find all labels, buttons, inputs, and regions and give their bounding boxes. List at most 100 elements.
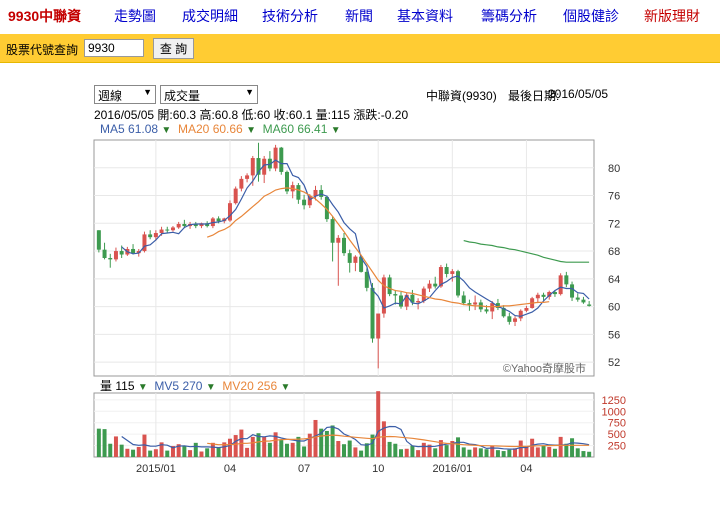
- volume-tick-label: 250: [608, 441, 626, 453]
- volume-bar: [490, 445, 495, 457]
- search-bar: 股票代號查詢: [0, 34, 720, 62]
- candle-body: [581, 299, 586, 303]
- down-triangle-icon: ▼: [246, 125, 256, 136]
- volume-bar: [284, 443, 289, 457]
- candle-body: [273, 147, 278, 169]
- change-value: -0.20: [380, 108, 409, 122]
- candle-body: [262, 158, 267, 175]
- nav-trend[interactable]: 走勢圖: [114, 8, 156, 24]
- candle-body: [279, 147, 284, 172]
- volume-bar: [302, 446, 307, 457]
- candle-body: [216, 218, 221, 222]
- volume-bar: [456, 437, 461, 457]
- nav-basic-info[interactable]: 基本資料: [397, 8, 453, 24]
- nav-stock-diagnosis[interactable]: 個股健診: [563, 8, 619, 24]
- down-triangle-icon: ▼: [161, 125, 172, 136]
- candle-body: [444, 267, 449, 274]
- ma20-line: [206, 187, 550, 308]
- low-value: 60: [256, 108, 271, 122]
- volume-bar: [102, 429, 107, 457]
- candle-body: [359, 256, 364, 272]
- volume-bar: [353, 447, 358, 457]
- volume-bar: [495, 450, 500, 457]
- candle-body: [484, 309, 489, 312]
- volume-bar: [199, 451, 204, 457]
- volume-bar: [478, 448, 483, 457]
- volume-bar: [96, 428, 101, 457]
- high-label: 高:: [199, 108, 215, 122]
- candle-body: [205, 223, 210, 227]
- nav-new-finance[interactable]: 新版理財: [644, 8, 700, 24]
- ma60-label: MA60: [262, 122, 294, 136]
- volume-tick-label: 1250: [602, 395, 626, 407]
- price-tick-label: 68: [608, 246, 620, 258]
- price-tick-label: 72: [608, 218, 620, 230]
- candle-body: [170, 227, 175, 231]
- volume-bar: [273, 432, 278, 457]
- volume-bar: [330, 425, 335, 457]
- volume-tick-label: 750: [608, 418, 626, 430]
- volume-bar: [279, 440, 284, 457]
- volume-bar: [359, 450, 364, 457]
- top-navigation: 9930中聯資 走勢圖 成交明細 技術分析 新聞 基本資料 籌碼分析 個股健診 …: [0, 0, 720, 32]
- candle-body: [193, 223, 198, 227]
- candle-body: [404, 294, 409, 307]
- candle-body: [564, 275, 569, 285]
- nav-technical-analysis[interactable]: 技術分析: [262, 8, 318, 24]
- open-label: 開:: [157, 108, 173, 122]
- period-select[interactable]: 週線 ▼: [94, 85, 156, 104]
- candle-body: [284, 171, 289, 192]
- volume-bar: [233, 435, 238, 457]
- candle-body: [159, 229, 164, 234]
- price-tick-label: 76: [608, 191, 620, 203]
- volume-bar: [336, 441, 341, 457]
- volume-bar: [159, 442, 164, 457]
- volume-bar: [119, 444, 124, 457]
- candle-body: [324, 196, 329, 220]
- volume-bar: [108, 443, 113, 457]
- volume-bar: [450, 441, 455, 457]
- volume-bar: [518, 440, 523, 457]
- stock-name-link[interactable]: 9930中聯資: [8, 8, 82, 24]
- time-tick-label: 04: [520, 463, 532, 475]
- volume-bar: [307, 433, 312, 457]
- volume-bar: [136, 446, 141, 457]
- candle-body: [541, 294, 546, 297]
- stock-code-input[interactable]: [84, 39, 144, 57]
- ma20-label: MA20: [177, 122, 210, 136]
- volume-bar: [216, 447, 221, 457]
- candle-body: [427, 283, 432, 289]
- candle-body: [182, 223, 187, 227]
- close-label: 收:: [273, 108, 289, 122]
- ma5-line: [121, 159, 590, 317]
- candle-body: [245, 175, 250, 179]
- down-triangle-icon: ▼: [205, 382, 216, 393]
- mv20-line: [207, 434, 590, 448]
- candle-body: [330, 219, 335, 243]
- volume-bar: [381, 421, 386, 457]
- candle-body: [587, 304, 592, 306]
- time-tick-label: 2015/01: [136, 463, 176, 475]
- open-value: 60.3: [172, 108, 197, 122]
- volume-bar: [484, 449, 489, 457]
- candle-body: [376, 313, 381, 339]
- nav-chip-analysis[interactable]: 籌碼分析: [481, 8, 537, 24]
- volume-bar: [541, 445, 546, 457]
- search-button[interactable]: 查 詢: [153, 38, 194, 59]
- nav-news[interactable]: 新聞: [345, 8, 373, 24]
- volume-bar: [222, 442, 227, 457]
- candle-body: [353, 256, 358, 263]
- volume-bar: [587, 451, 592, 457]
- volume-bar: [467, 449, 472, 457]
- volume-bar: [319, 428, 324, 457]
- volume-bar: [165, 450, 170, 457]
- mv20-value: 256: [257, 379, 278, 393]
- candle-body: [558, 275, 563, 295]
- volume-tick-label: 500: [608, 429, 626, 441]
- candle-body: [535, 294, 540, 299]
- indicator-select[interactable]: 成交量 ▼: [160, 85, 258, 104]
- nav-trade-details[interactable]: 成交明細: [182, 8, 238, 24]
- candle-body: [450, 271, 455, 274]
- candle-body: [96, 230, 101, 250]
